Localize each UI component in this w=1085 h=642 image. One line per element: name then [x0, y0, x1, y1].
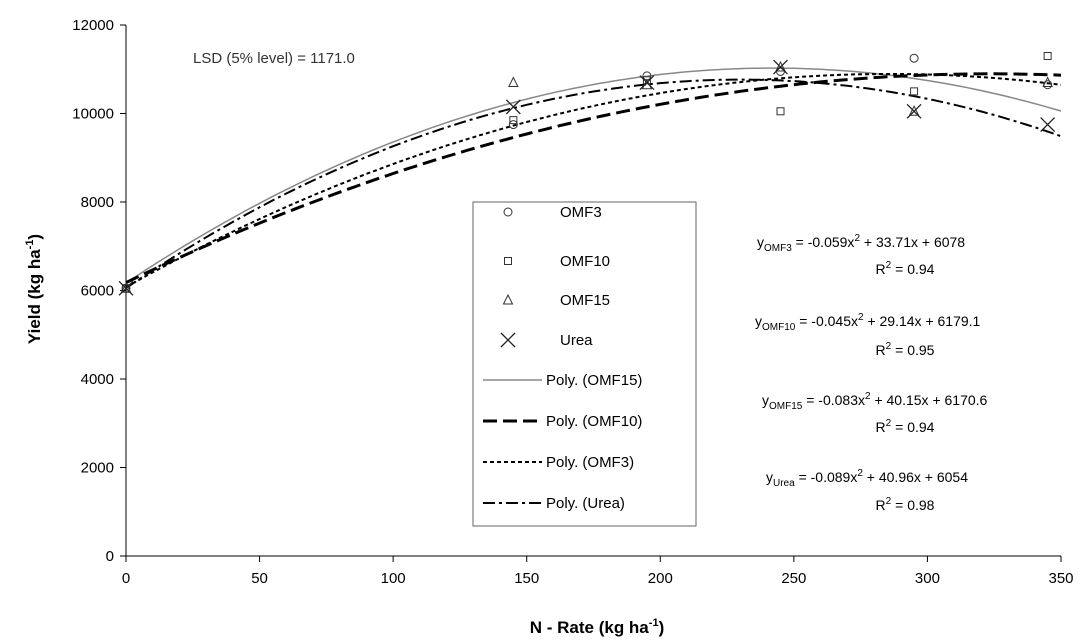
legend-label-omf10: OMF10: [560, 253, 610, 270]
point-urea: [505, 99, 521, 115]
point-omf3: [1043, 80, 1053, 90]
point-omf15: [908, 105, 920, 116]
x-tick-label: 100: [381, 570, 406, 587]
x-tick-label: 350: [1048, 570, 1073, 587]
point-omf10: [509, 116, 518, 125]
r-squared-omf10: R2 = 0.95: [876, 341, 935, 358]
regression-equations: yOMF3 = -0.059x2 + 33.71x + 6078 R2 = 0.9…: [755, 233, 988, 513]
legend-label-omf3: OMF3: [560, 204, 602, 221]
point-omf10: [1043, 51, 1052, 60]
point-urea: [1040, 117, 1056, 133]
legend-marker-omf15: [502, 293, 514, 305]
point-omf15: [1042, 76, 1053, 88]
legend-label-trendline: Poly. (OMF3): [546, 454, 634, 471]
x-tick-label: 0: [122, 570, 130, 587]
y-tick-label: 10000: [72, 106, 114, 123]
r-squared-omf3: R2 = 0.94: [876, 260, 935, 277]
equation-omf15: yOMF15 = -0.083x2 + 40.15x + 6170.6: [762, 391, 988, 412]
point-omf15: [775, 60, 786, 72]
lsd-annotation: LSD (5% level) = 1171.0: [193, 50, 355, 67]
trendlines: [125, 67, 1062, 289]
x-tick-label: 250: [781, 570, 806, 587]
r-squared-omf15: R2 = 0.94: [876, 418, 935, 435]
y-tick-label: 4000: [81, 371, 114, 388]
equation-omf3: yOMF3 = -0.059x2 + 33.71x + 6078: [757, 233, 965, 254]
legend-marker-omf10: [504, 257, 512, 265]
x-tick-label: 300: [915, 570, 940, 587]
point-omf15: [120, 282, 132, 293]
legend-label-omf15: OMF15: [560, 292, 610, 309]
y-tick-label: 2000: [81, 460, 114, 477]
legend-box: [472, 201, 697, 527]
equation-omf10: yOMF10 = -0.045x2 + 29.14x + 6179.1: [755, 312, 981, 333]
legend-marker-urea: [500, 332, 516, 348]
trendline-poly-omf10: [125, 72, 1062, 284]
point-omf3: [508, 120, 518, 130]
x-tick-label: 50: [251, 570, 268, 587]
data-markers: [118, 51, 1056, 296]
y-tick-label: 12000: [72, 17, 114, 34]
x-tick-label: 200: [648, 570, 673, 587]
equation-urea: yUrea = -0.089x2 + 40.96x + 6054: [766, 468, 968, 489]
point-omf10: [910, 87, 919, 96]
y-tick-label: 8000: [81, 194, 114, 211]
trendline-poly-urea: [125, 78, 1062, 289]
point-omf10: [776, 107, 785, 116]
y-axis-title: Yield (kg ha-1): [24, 234, 44, 344]
y-tick-label: 0: [106, 548, 114, 565]
axes: 0 2000 4000 6000 8000 10000 12000 0 50 100 150 200 2…: [72, 17, 1073, 587]
point-omf3: [909, 53, 919, 63]
point-omf15: [508, 76, 519, 88]
point-urea: [906, 103, 922, 119]
legend-marker-omf3: [503, 207, 513, 217]
x-tick-label: 150: [514, 570, 539, 587]
y-tick-label: 6000: [81, 283, 114, 300]
legend-label-trendline: Poly. (Urea): [546, 495, 625, 512]
point-urea: [118, 280, 134, 296]
legend-label-trendline: Poly. (OMF15): [546, 372, 642, 389]
point-omf10: [642, 76, 651, 85]
legend: OMF3 OMF10 OMF15 Urea Poly. (OMF15) Poly. (OM…: [472, 201, 697, 527]
r-squared-urea: R2 = 0.98: [876, 496, 935, 513]
legend-label-trendline: Poly. (OMF10): [546, 413, 642, 430]
x-axis-title: N - Rate (kg ha-1): [530, 617, 664, 637]
point-urea: [773, 59, 788, 75]
point-urea: [639, 75, 655, 90]
legend-label-urea: Urea: [560, 332, 593, 349]
